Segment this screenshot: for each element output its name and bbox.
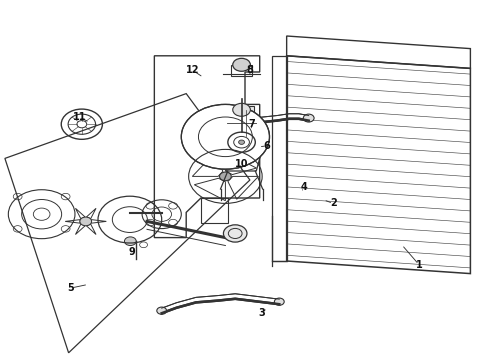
Text: 10: 10 (235, 159, 248, 169)
Text: 7: 7 (248, 119, 255, 129)
Text: 5: 5 (68, 283, 74, 293)
Text: 1: 1 (416, 260, 422, 270)
Circle shape (223, 225, 247, 242)
Circle shape (239, 140, 245, 144)
Circle shape (220, 172, 231, 181)
Bar (229, 106, 254, 121)
Circle shape (124, 237, 136, 246)
Text: 11: 11 (73, 112, 86, 122)
Text: 4: 4 (300, 182, 307, 192)
Circle shape (274, 298, 284, 305)
Text: 3: 3 (259, 308, 266, 318)
Text: 2: 2 (330, 198, 337, 208)
Text: 8: 8 (246, 65, 253, 75)
Circle shape (303, 114, 314, 122)
Circle shape (157, 307, 167, 314)
Circle shape (200, 130, 211, 138)
Text: 12: 12 (186, 65, 199, 75)
Circle shape (181, 104, 270, 169)
Circle shape (233, 103, 250, 116)
Text: 9: 9 (129, 247, 136, 257)
Bar (231, 65, 252, 76)
Text: 6: 6 (264, 141, 270, 151)
Circle shape (233, 58, 250, 71)
Circle shape (80, 217, 92, 226)
